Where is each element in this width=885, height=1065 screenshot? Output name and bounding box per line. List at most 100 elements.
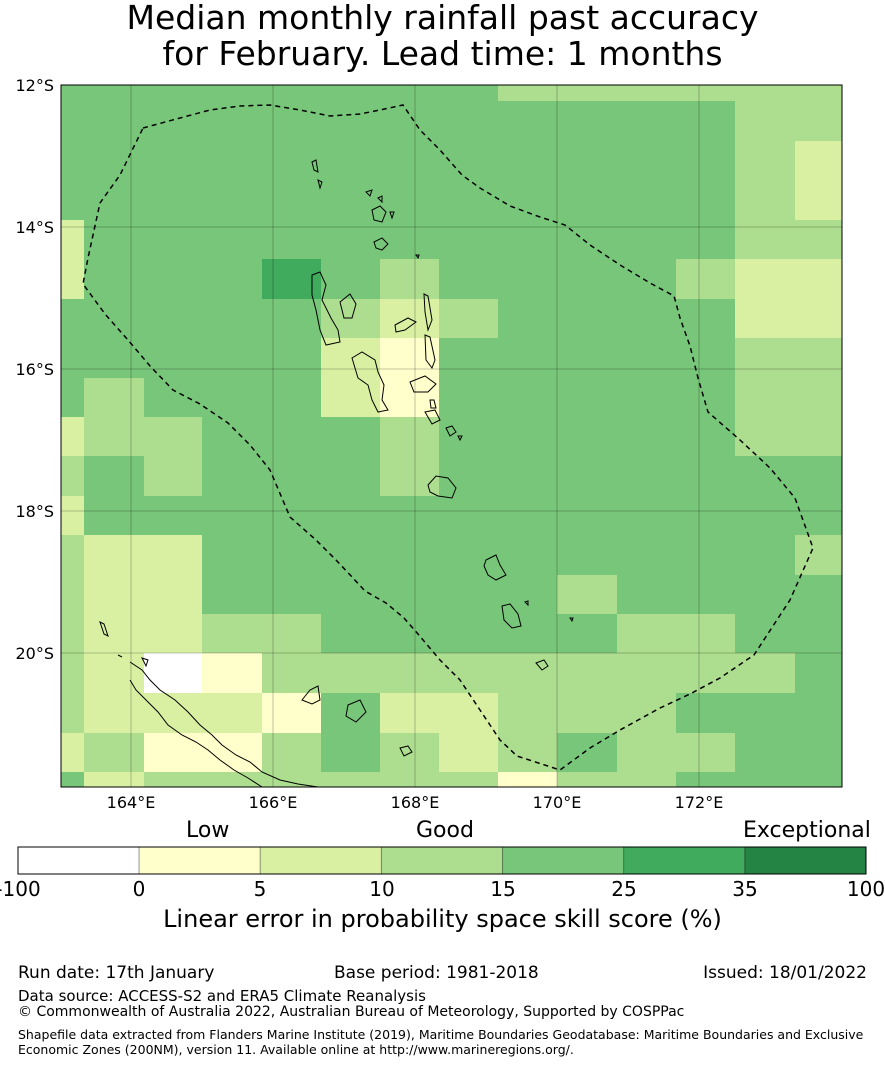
- grid-cell: [676, 338, 736, 379]
- grid-cell: [795, 575, 843, 615]
- grid-cell: [676, 417, 736, 457]
- grid-cell: [380, 85, 440, 102]
- grid-cell: [61, 85, 85, 102]
- grid-cell: [321, 299, 381, 339]
- grid-cell: [557, 101, 618, 142]
- grid-cell: [735, 180, 796, 221]
- grid-cell: [262, 85, 322, 102]
- grid-cell: [262, 456, 322, 497]
- grid-cell: [439, 693, 499, 734]
- new-caledonia: [117, 654, 319, 788]
- espiritu-santo: [311, 271, 341, 346]
- grid-cell: [84, 85, 145, 102]
- grid-cell: [321, 417, 381, 457]
- grid-cell: [144, 141, 203, 181]
- grid-cell: [84, 653, 145, 694]
- grid-cell: [84, 141, 145, 181]
- colorbar: [17, 846, 867, 875]
- grid-cell: [735, 220, 796, 260]
- grid-cell: [439, 575, 499, 615]
- grid-cell: [557, 772, 618, 788]
- grid-cell: [262, 535, 322, 576]
- grid-cell: [498, 85, 558, 102]
- issued-date: Issued: 18/01/2022: [703, 963, 867, 983]
- colorbar-segment: [744, 846, 867, 875]
- grid-cell: [735, 101, 796, 142]
- grid-cell: [498, 653, 558, 694]
- grid-cell: [380, 614, 440, 654]
- grid-cell: [676, 614, 736, 654]
- colorbar-tick: -100: [0, 877, 41, 901]
- grid-cell: [84, 614, 145, 654]
- grid-cell: [61, 653, 85, 694]
- grid-cell: [676, 496, 736, 536]
- grid-cell: [735, 85, 796, 102]
- grid-cell: [557, 378, 618, 418]
- grid-cell: [795, 378, 843, 418]
- grid-cell: [498, 693, 558, 734]
- grid-cell: [617, 456, 677, 497]
- grid-cell: [84, 299, 145, 339]
- grid-cell: [439, 299, 499, 339]
- lat-label-20s: 20°S: [15, 644, 54, 663]
- shepherd-islands: [445, 425, 463, 442]
- grid-cell: [557, 220, 618, 260]
- grid-cell: [735, 496, 796, 536]
- grid-cell: [84, 180, 145, 221]
- grid-cell: [202, 496, 263, 536]
- grid-cell: [380, 220, 440, 260]
- grid-cell: [202, 338, 263, 379]
- colorbar-tick: 0: [132, 877, 146, 901]
- grid-cell: [735, 733, 796, 773]
- grid-cell: [795, 733, 843, 773]
- grid-cell: [617, 299, 677, 339]
- colorbar-segment: [380, 846, 504, 875]
- grid-cell: [557, 259, 618, 300]
- belep-islands: [99, 621, 149, 668]
- grid-cell: [676, 259, 736, 300]
- grid-cell: [202, 614, 263, 654]
- grid-cell: [439, 338, 499, 379]
- grid-cell: [262, 575, 322, 615]
- grid-cell: [380, 456, 440, 497]
- grid-cell: [202, 772, 263, 788]
- vanua-lava: [371, 205, 395, 223]
- grid-cell: [144, 259, 203, 300]
- grid-cell: [380, 772, 440, 788]
- grid-cell: [202, 417, 263, 457]
- ambrym-island: [409, 375, 437, 393]
- colorbar-tick: 100: [846, 877, 885, 901]
- grid-cell: [617, 259, 677, 300]
- grid-cell: [735, 456, 796, 497]
- lat-label-12s: 12°S: [15, 76, 54, 95]
- grid-cell: [617, 535, 677, 576]
- grid-cell: [380, 417, 440, 457]
- grid-cell: [557, 575, 618, 615]
- grid-cell: [439, 535, 499, 576]
- grid-cell: [84, 575, 145, 615]
- grid-cell: [262, 653, 322, 694]
- grid-cell: [498, 378, 558, 418]
- grid-cell: [735, 772, 796, 788]
- maewo-island: [423, 293, 433, 332]
- grid-cell: [498, 338, 558, 379]
- grid-cell: [321, 575, 381, 615]
- grid-cell: [84, 417, 145, 457]
- grid-cell: [61, 693, 85, 734]
- colorbar-segment: [259, 846, 382, 875]
- grid-cell: [61, 535, 85, 576]
- grid-cell: [557, 338, 618, 379]
- grid-cell: [795, 85, 843, 102]
- grid-cell: [61, 101, 85, 142]
- grid-cell: [617, 85, 677, 102]
- grid-cell: [795, 259, 843, 300]
- colorbar-segment: [17, 846, 140, 875]
- grid-cell: [735, 693, 796, 734]
- grid-cell: [617, 417, 677, 457]
- grid-cell: [676, 101, 736, 142]
- grid-cell: [84, 338, 145, 379]
- grid-cell: [617, 378, 677, 418]
- grid-cell: [144, 101, 203, 142]
- grid-cell: [735, 338, 796, 379]
